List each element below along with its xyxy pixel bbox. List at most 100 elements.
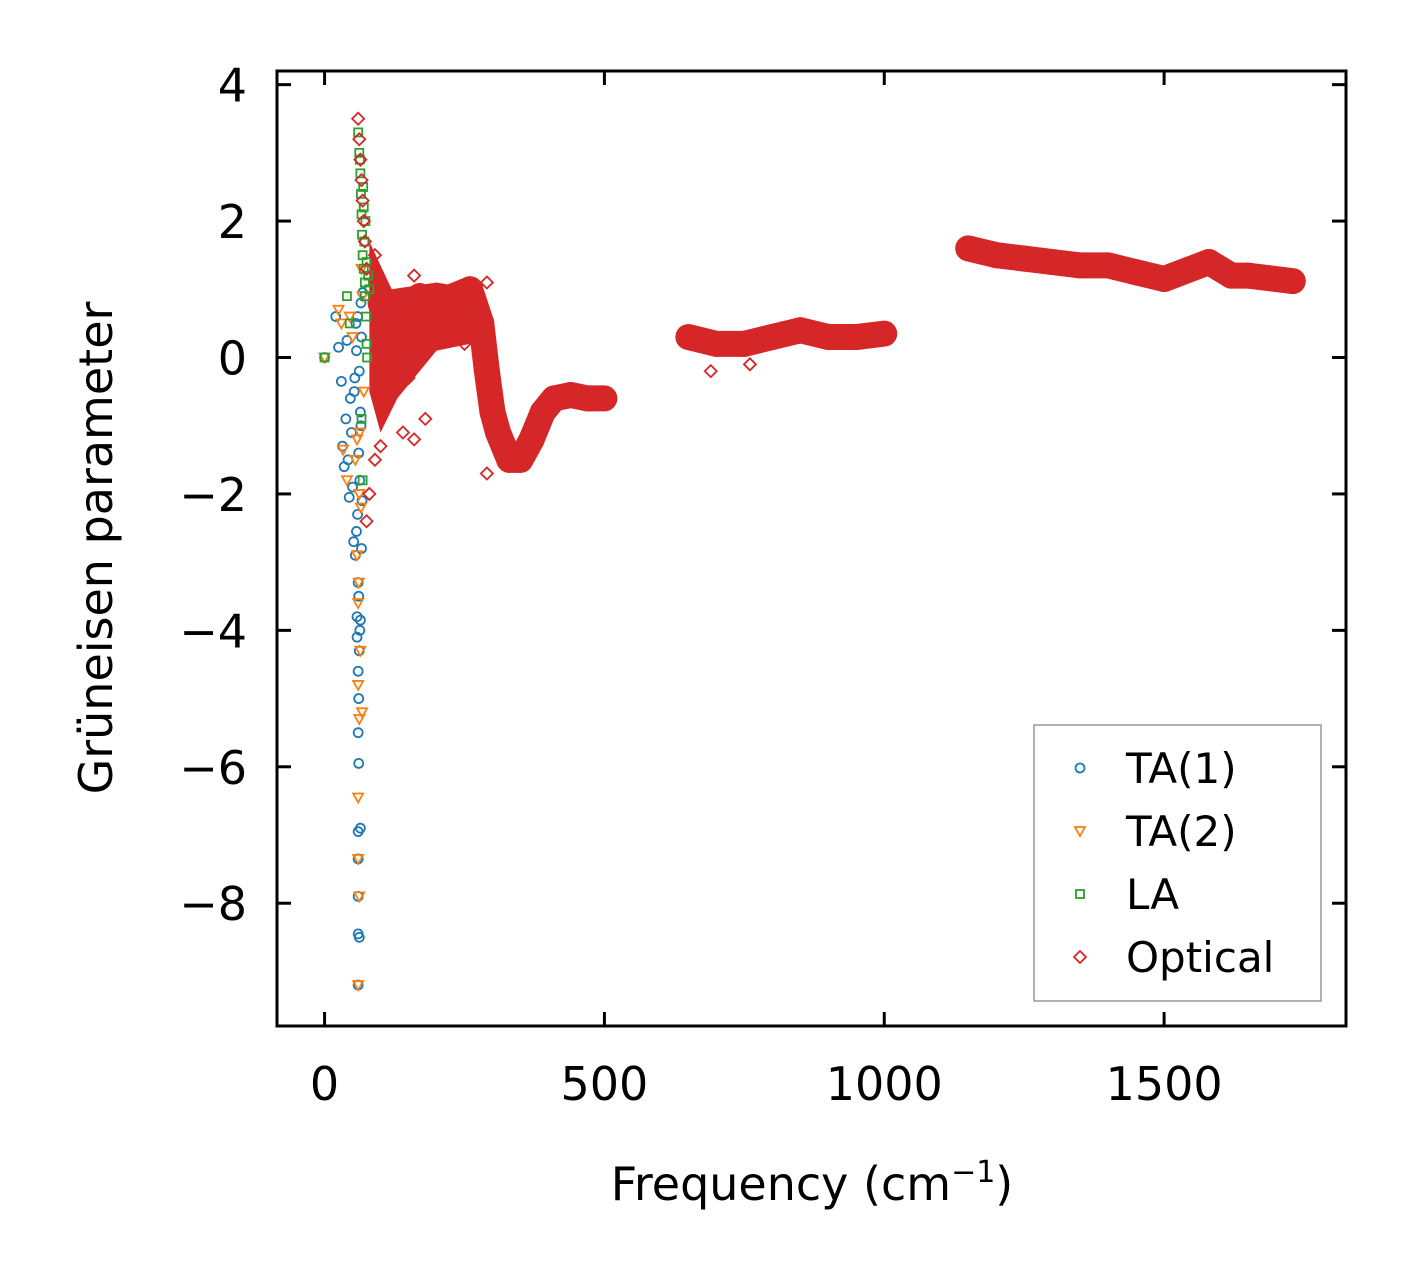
optical-point <box>479 363 495 379</box>
legend-label-optical: Optical <box>1126 933 1274 982</box>
optical-point <box>988 247 1004 263</box>
optical-point <box>580 391 595 406</box>
optical-point <box>1100 258 1116 273</box>
legend-marker-ta-1 <box>1074 762 1086 774</box>
ta-1-point <box>352 508 363 520</box>
optical-point <box>876 326 892 341</box>
axis-ticks: 0 500 1000 1500 4 2 0 −2 −4 −6 −8 <box>179 59 1346 1111</box>
optical-point <box>563 387 579 403</box>
la-point <box>361 257 372 267</box>
ta-1-point <box>347 481 358 493</box>
ta-1-point <box>354 406 366 418</box>
legend-label-ta-1: TA(1) <box>1125 744 1237 793</box>
ta-2-point <box>357 386 371 399</box>
x-axis-label: Frequency (cm−1) <box>611 1155 1014 1211</box>
ta-2-point <box>332 304 346 317</box>
optical-point <box>960 241 976 256</box>
optical-point <box>390 336 405 352</box>
ta-1-point <box>353 757 365 769</box>
optical-point <box>429 302 444 318</box>
la-point <box>364 284 375 295</box>
optical-point <box>362 486 377 502</box>
optical-point <box>418 411 433 427</box>
la-point <box>359 236 370 247</box>
la-point <box>361 338 372 349</box>
la-point <box>361 311 371 322</box>
optical-point <box>737 336 752 352</box>
optical-point <box>597 391 612 406</box>
ta-1-point <box>351 345 362 357</box>
legend-label-ta-2: TA(2) <box>1125 807 1237 856</box>
optical-point <box>1240 268 1256 283</box>
optical-point <box>359 513 374 529</box>
optical-point <box>535 404 551 420</box>
ta-2-point <box>352 891 366 904</box>
optical-point <box>821 329 836 345</box>
ta-2-point <box>348 454 362 467</box>
optical-point <box>1156 271 1172 287</box>
optical-point <box>353 152 368 167</box>
optical-point <box>367 452 383 468</box>
ta-2-point <box>351 792 365 805</box>
ta-1-point <box>348 386 360 398</box>
optical-point <box>384 384 400 399</box>
optical-point <box>479 466 495 481</box>
x-tick-label: 0 <box>310 1057 339 1111</box>
ta-1-point <box>352 665 364 677</box>
optical-point <box>406 268 422 283</box>
ta-1-point <box>352 727 364 739</box>
legend: TA(1) TA(2) LA Optical <box>1033 724 1322 1002</box>
optical-band-segment <box>1235 262 1306 295</box>
la-point <box>358 202 369 213</box>
optical-point <box>384 288 400 304</box>
ta-2-point <box>340 475 354 488</box>
ta-2-point <box>354 502 368 515</box>
optical-dense-region <box>369 241 487 433</box>
optical-point <box>462 282 478 297</box>
la-point <box>353 127 364 138</box>
optical-point <box>367 247 383 263</box>
optical-point <box>793 322 808 338</box>
legend-marker-ta-2 <box>1073 826 1087 838</box>
la-point <box>356 188 366 199</box>
scatter-markers <box>318 111 1301 992</box>
optical-point <box>709 336 724 352</box>
la-point <box>363 270 374 281</box>
optical-point <box>849 329 864 345</box>
ta-1-point <box>343 491 355 503</box>
y-tick-label: 0 <box>218 332 247 386</box>
ta-1-point <box>354 624 366 636</box>
optical-point <box>395 425 411 440</box>
ta-1-point <box>353 693 365 704</box>
optical-point <box>765 329 780 345</box>
ta-2-point <box>352 714 366 726</box>
optical-point <box>501 452 517 468</box>
ta-2-point <box>351 598 365 610</box>
optical-point <box>350 111 366 127</box>
optical-point <box>357 234 373 249</box>
ta-1-point <box>356 495 368 507</box>
la-point <box>358 182 369 192</box>
optical-point <box>524 432 539 447</box>
legend-box <box>1033 724 1322 1002</box>
ta-1-point <box>353 365 365 377</box>
optical-point <box>401 370 416 386</box>
ta-2-point <box>353 427 367 440</box>
optical-point <box>1285 273 1301 289</box>
optical-point <box>681 329 696 345</box>
optical-point <box>401 309 416 324</box>
la-point <box>354 154 365 165</box>
la-point <box>356 413 367 424</box>
ta-1-point <box>351 611 363 623</box>
optical-point <box>354 172 369 188</box>
x-axis-label-superscript: −1 <box>951 1155 995 1190</box>
la-point <box>354 147 365 158</box>
optical-point <box>352 131 367 147</box>
optical-point <box>355 193 370 208</box>
ta-1-point <box>330 311 342 322</box>
y-tick-label: −2 <box>179 468 247 522</box>
y-tick-label: −6 <box>179 741 247 795</box>
ta-2-point <box>346 332 360 344</box>
legend-marker-optical <box>1072 949 1088 965</box>
